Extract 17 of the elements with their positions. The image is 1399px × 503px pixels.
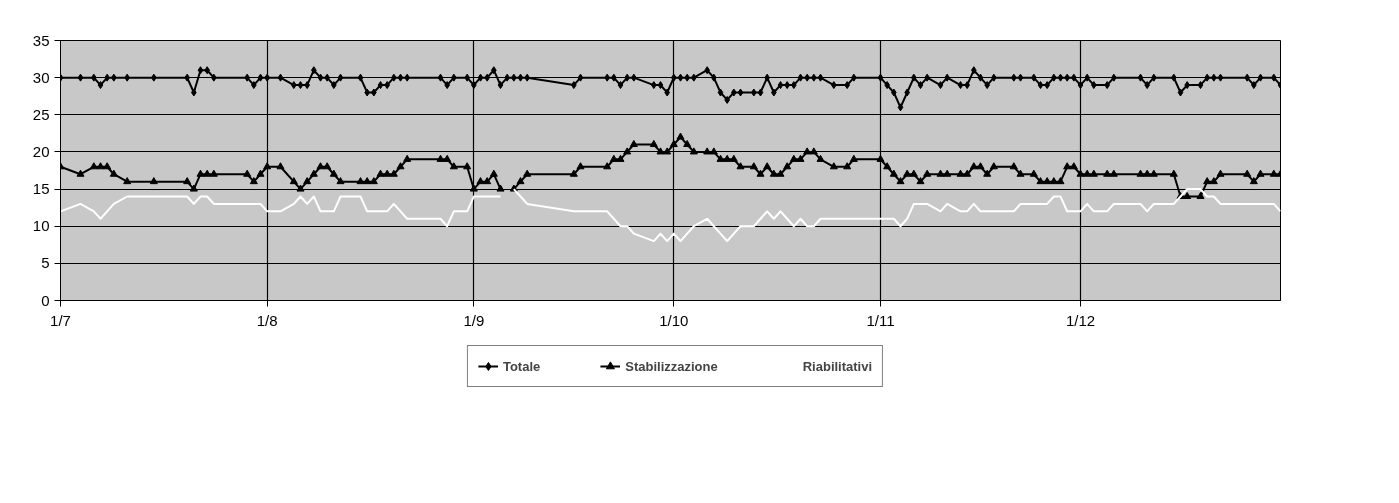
y-tick-label: 20 xyxy=(32,142,50,160)
text: Riabilitativi xyxy=(802,358,873,374)
y-tick-label: 35 xyxy=(32,31,50,49)
y-tick-label: 5 xyxy=(41,254,50,272)
x-tick-label: 1/9 xyxy=(463,311,485,329)
y-tick-label: 15 xyxy=(32,180,50,198)
legend-label: Totale xyxy=(502,358,541,374)
x-tick-label: 1/12 xyxy=(1065,311,1096,329)
y-tick-label: 0 xyxy=(41,291,50,309)
y-tick-label: 10 xyxy=(32,217,50,235)
x-tick-label: 1/10 xyxy=(659,311,689,329)
x-tick-label: 1/11 xyxy=(866,311,895,329)
legend-label: Stabilizzazione xyxy=(625,358,718,374)
x-tick-label: 1/8 xyxy=(256,311,278,329)
x-tick-label: 1/7 xyxy=(50,311,71,329)
y-tick-label: 25 xyxy=(32,105,50,123)
y-tick-label: 30 xyxy=(32,68,50,86)
